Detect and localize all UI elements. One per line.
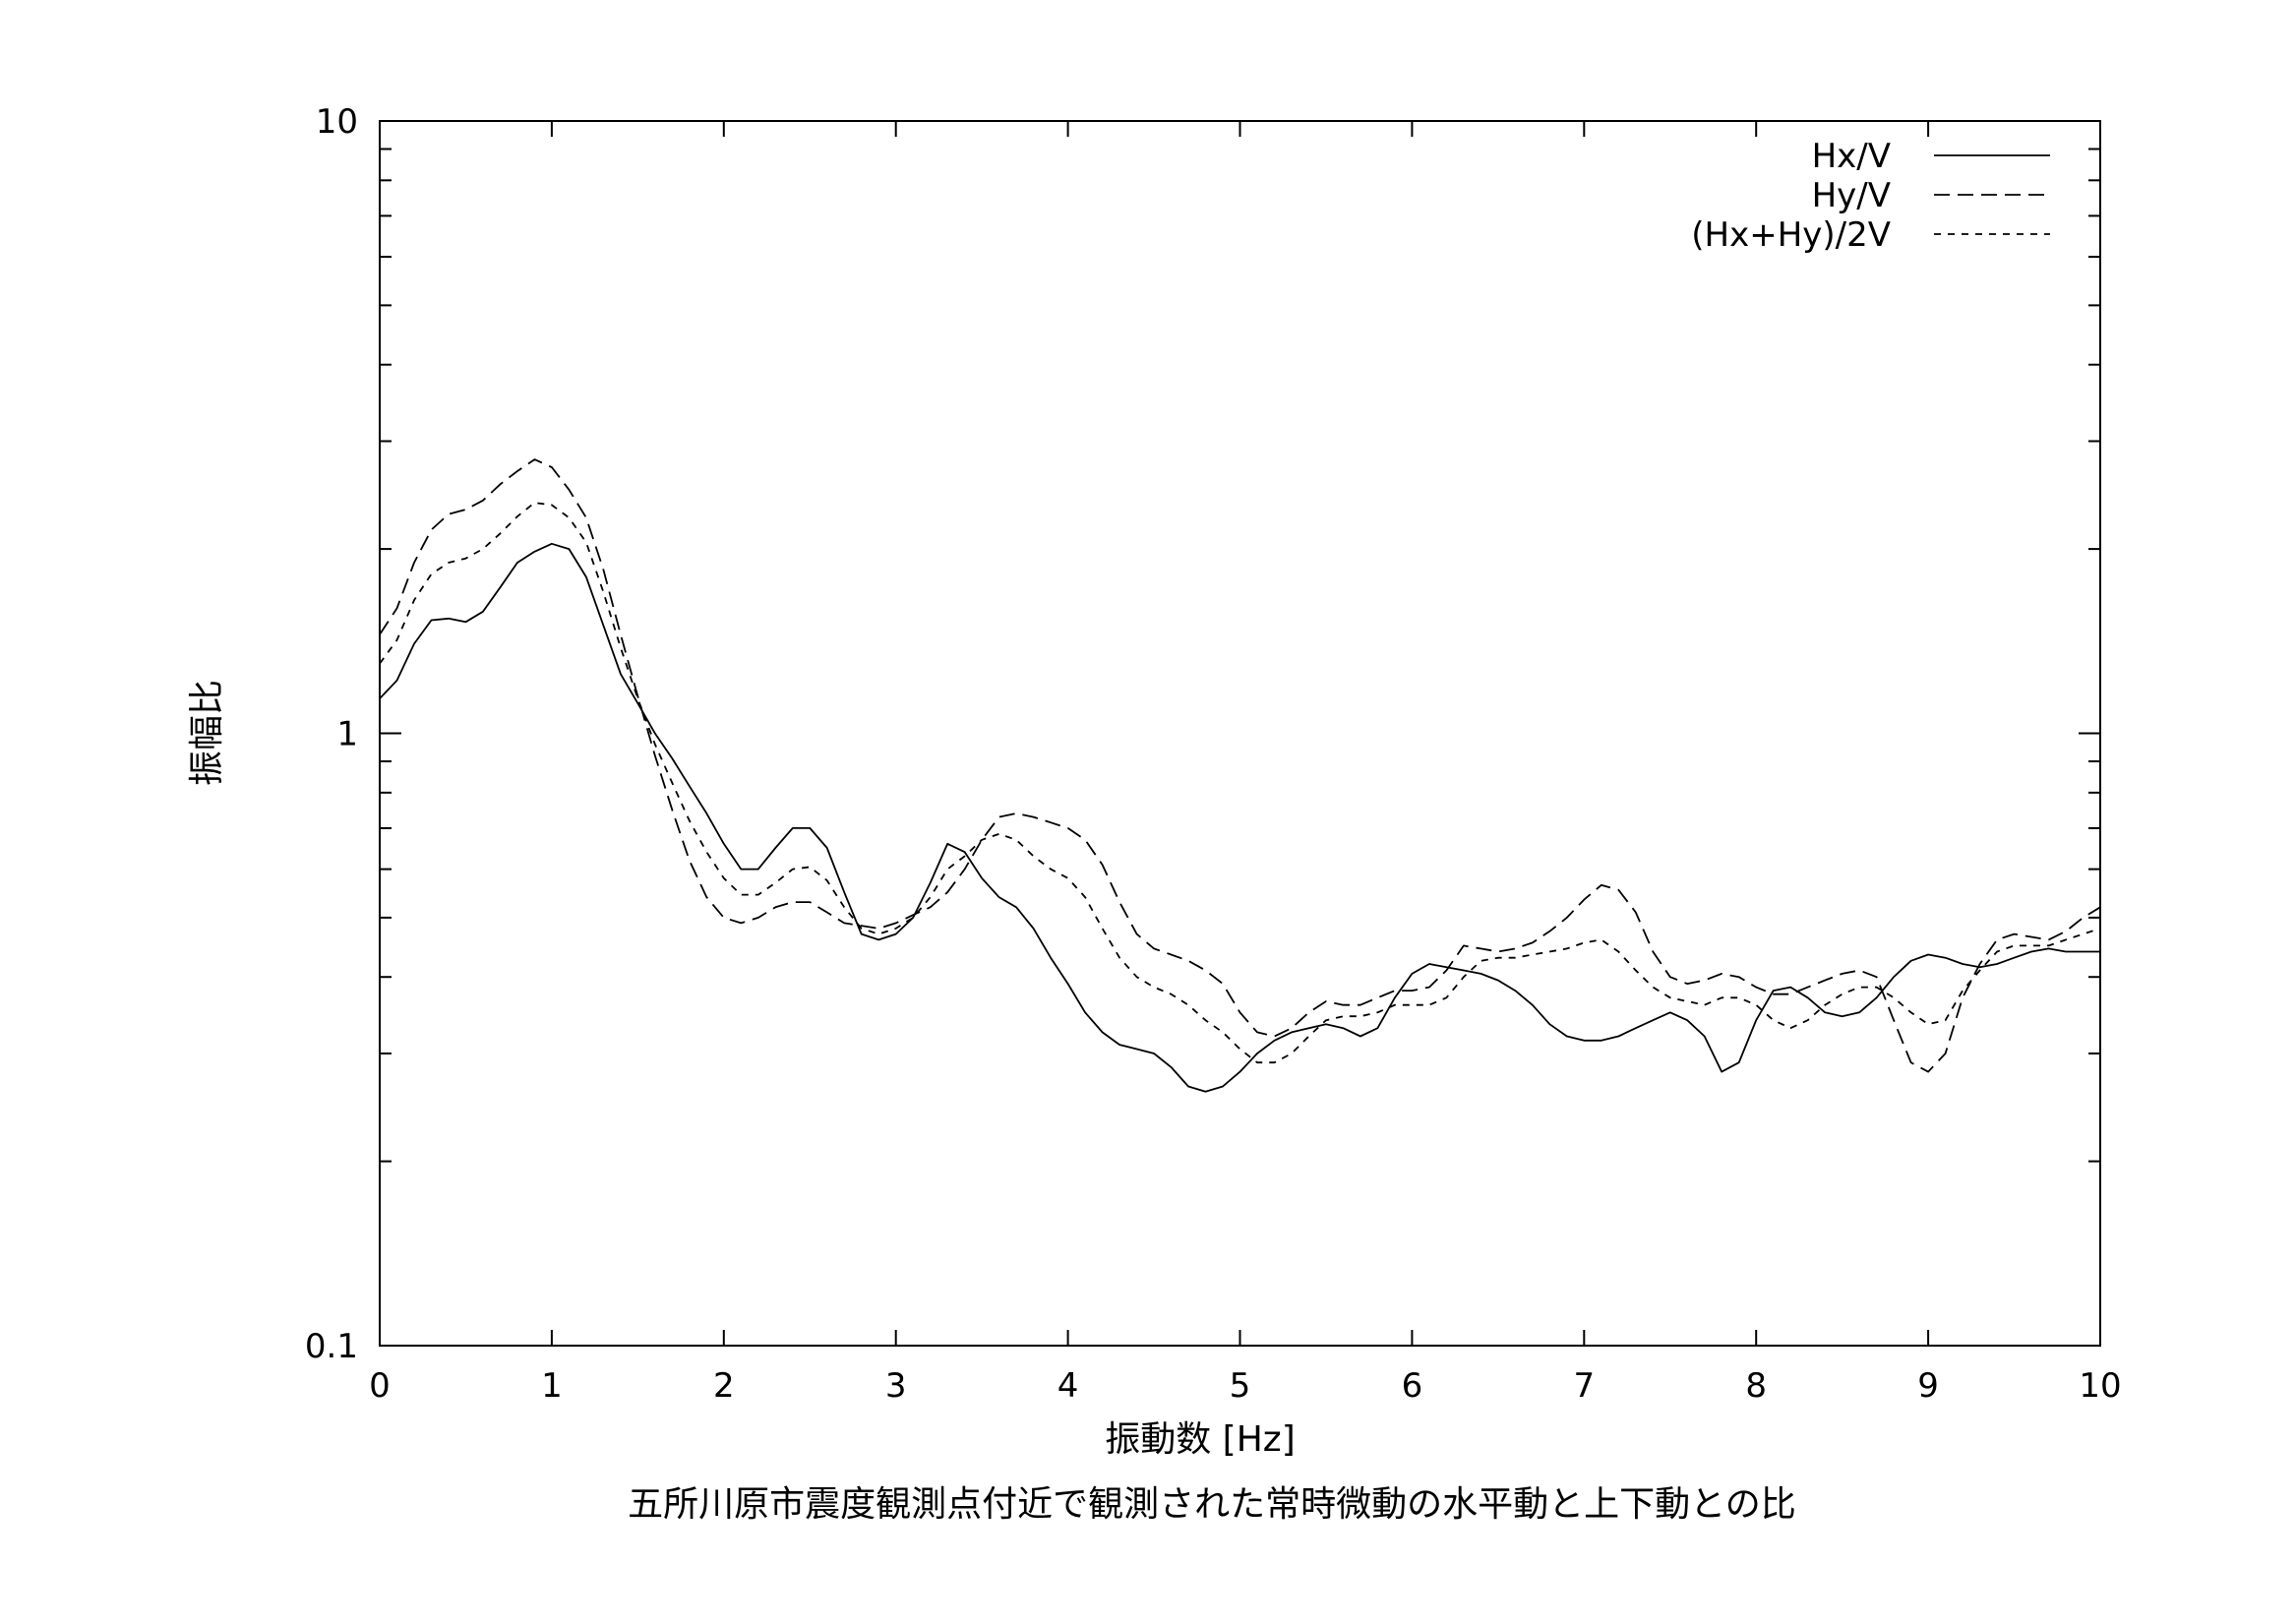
x-tick-label: 7 [1573, 1366, 1595, 1406]
y-tick-label: 0.1 [305, 1327, 358, 1366]
x-tick-label: 2 [713, 1366, 735, 1406]
axis-ticks [379, 121, 2101, 1347]
x-tick-label: 4 [1057, 1366, 1079, 1406]
series-line-2 [379, 458, 2101, 1073]
legend-label: Hy/V [1812, 176, 1891, 215]
x-tick-label: 9 [1917, 1366, 1939, 1406]
legend: Hx/VHy/V(Hx+Hy)/2V [1691, 137, 2050, 255]
x-tick-label: 5 [1230, 1366, 1251, 1406]
legend-label: Hx/V [1812, 137, 1891, 176]
y-tick-labels: 0.1 1 10 [305, 102, 358, 1366]
x-tick-labels: 0 1 2 3 4 5 6 7 8 9 10 [369, 1366, 2121, 1406]
x-tick-label: 8 [1745, 1366, 1767, 1406]
series-line-1 [379, 542, 2100, 1093]
series-line-3 [379, 502, 2101, 1064]
x-tick-label: 1 [541, 1366, 563, 1406]
x-tick-label: 10 [2079, 1366, 2121, 1406]
figure-caption: 五所川原市震度観測点付近で観測された常時微動の水平動と上下動との比 [628, 1484, 1796, 1525]
plot-frame [379, 120, 2101, 1347]
legend-label: (Hx+Hy)/2V [1691, 215, 1891, 255]
x-tick-label: 0 [369, 1366, 391, 1406]
x-tick-label: 6 [1402, 1366, 1423, 1406]
x-tick-label: 3 [885, 1366, 907, 1406]
y-tick-label: 1 [336, 715, 358, 754]
x-axis-title: 振動数 [Hz] [1105, 1419, 1296, 1460]
y-axis-title: 振幅比 [187, 680, 227, 786]
y-tick-label: 10 [316, 102, 358, 142]
series-layer [379, 458, 2101, 1093]
